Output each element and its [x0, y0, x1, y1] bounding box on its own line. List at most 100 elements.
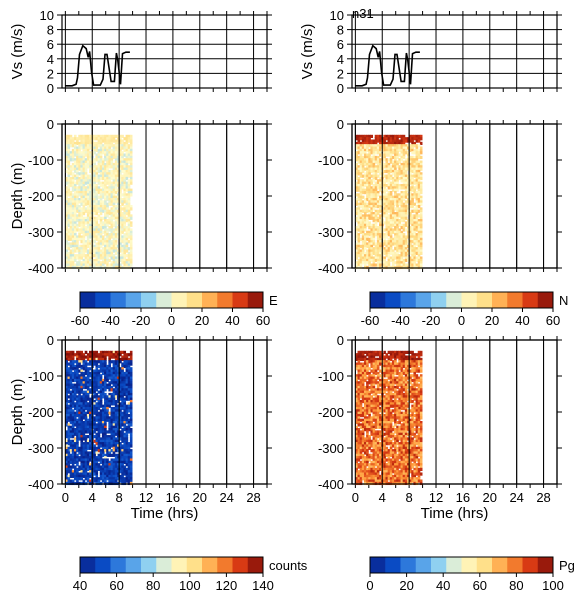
colorbar-swatch: [385, 292, 401, 308]
heatmap-cell: [104, 453, 107, 457]
heatmap-cell: [73, 169, 77, 174]
heatmap-cell: [112, 411, 116, 415]
heatmap-cell: [402, 160, 406, 164]
heatmap-cell: [89, 193, 92, 197]
heatmap-cell: [106, 458, 109, 462]
heatmap-cell: [363, 155, 367, 160]
heatmap-cell: [84, 233, 88, 237]
heatmap-cell: [78, 411, 81, 415]
heatmap-cell: [119, 216, 122, 220]
heatmap-cell: [112, 350, 116, 354]
heatmap-cell: [86, 254, 90, 258]
heatmap-cell: [396, 223, 399, 227]
heatmap-cell: [129, 369, 133, 373]
heatmap-cell: [99, 165, 103, 169]
heatmap-cell: [355, 165, 358, 169]
plot-frame: [351, 123, 558, 269]
heatmap-cell: [99, 383, 103, 387]
heatmap-cell: [417, 209, 421, 213]
heatmap-cell: [125, 474, 129, 479]
heatmap-cell: [366, 183, 369, 188]
heatmap-cell: [106, 165, 109, 169]
y-tick-label: -300: [318, 225, 344, 240]
heatmap-cell: [86, 421, 90, 425]
heatmap-cell: [106, 193, 109, 197]
heatmap-cell: [112, 360, 116, 364]
heatmap-cell: [78, 416, 81, 420]
heatmap-cell: [80, 209, 84, 213]
heatmap-cell: [361, 146, 365, 150]
heatmap-cell: [391, 141, 395, 146]
heatmap-cell: [116, 432, 120, 436]
heatmap-cell: [114, 212, 118, 216]
heatmap-cell: [415, 148, 419, 153]
heatmap-cell: [67, 439, 71, 443]
heatmap-cell: [82, 385, 86, 390]
heatmap-cell: [101, 477, 105, 481]
heatmap-cell: [116, 139, 120, 143]
heatmap-cell: [406, 223, 410, 227]
heatmap-cell: [106, 383, 109, 387]
heatmap-cell: [415, 209, 419, 213]
heatmap-cell: [396, 179, 399, 183]
heatmap-cell: [363, 181, 367, 185]
heatmap-cell: [389, 146, 393, 150]
heatmap-cell: [84, 364, 88, 369]
heatmap-cell: [394, 186, 397, 190]
heatmap-cell: [123, 432, 127, 436]
heatmap-cell: [129, 207, 133, 211]
heatmap-cell: [402, 141, 406, 146]
heatmap-cell: [82, 181, 86, 185]
heatmap-cell: [104, 472, 107, 476]
heatmap-cell: [112, 197, 116, 202]
heatmap-cell: [106, 162, 109, 167]
heatmap-cell: [129, 223, 133, 227]
heatmap-cell: [67, 233, 71, 237]
heatmap-cell: [116, 228, 120, 232]
heatmap-cell: [119, 446, 122, 450]
heatmap-cell: [415, 240, 419, 244]
heatmap-cell: [389, 181, 393, 185]
heatmap-cell: [409, 240, 412, 244]
heatmap-cell: [112, 364, 116, 369]
heatmap-cell: [389, 244, 393, 248]
heatmap-cell: [80, 212, 84, 216]
heatmap-cell: [86, 141, 90, 146]
heatmap-cell: [357, 160, 361, 164]
heatmap-cell: [93, 141, 96, 146]
heatmap-cell: [121, 197, 124, 202]
heatmap-cell: [391, 228, 395, 232]
heatmap-cell: [86, 209, 90, 213]
heatmap-cell: [361, 258, 365, 263]
heatmap-cell: [355, 237, 358, 241]
heatmap-cell: [82, 230, 86, 234]
heatmap-cell: [409, 200, 412, 204]
heatmap-cell: [121, 200, 124, 204]
heatmap-cell: [114, 470, 118, 474]
heatmap-cell: [127, 258, 131, 263]
heatmap-cell: [391, 179, 395, 183]
heatmap-cell: [125, 216, 129, 220]
heatmap-cell: [78, 209, 81, 213]
heatmap-cell: [82, 444, 86, 448]
heatmap-cell: [71, 355, 75, 359]
heatmap-cell: [114, 392, 118, 397]
heatmap-cell: [129, 144, 133, 148]
heatmap-cell: [97, 376, 101, 380]
heatmap-cell: [93, 172, 96, 176]
heatmap-cell: [391, 212, 395, 216]
heatmap-cell: [97, 158, 101, 162]
heatmap-cell: [411, 148, 414, 153]
heatmap-cell: [415, 183, 419, 188]
heatmap-cell: [417, 205, 421, 209]
heatmap-cell: [389, 190, 393, 195]
heatmap-cell: [119, 151, 122, 155]
heatmap-cell: [372, 219, 376, 223]
heatmap-cell: [129, 251, 133, 255]
heatmap-cell: [108, 435, 111, 439]
heatmap-cell: [396, 197, 399, 202]
heatmap-cell: [417, 169, 421, 174]
heatmap-cell: [84, 242, 88, 246]
heatmap-cell: [104, 179, 107, 183]
heatmap-cell: [67, 151, 71, 155]
